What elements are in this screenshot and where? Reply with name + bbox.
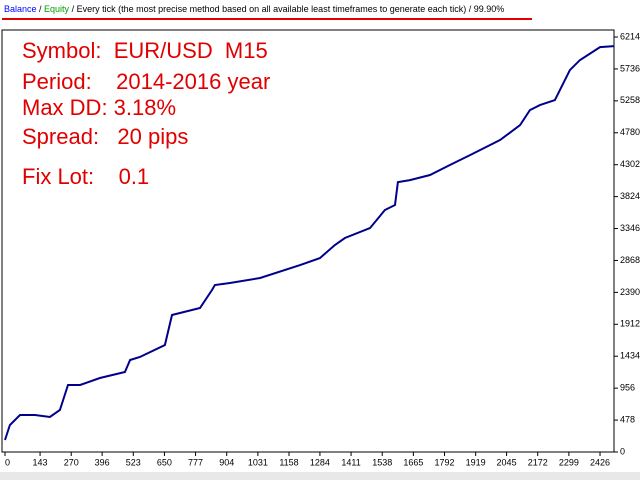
- header: Balance / Equity / Every tick (the most …: [4, 4, 504, 14]
- x-tick-label: 650: [157, 457, 172, 467]
- y-tick-label: 478: [620, 414, 635, 424]
- annotation: Spread: 20 pips: [22, 124, 188, 149]
- y-tick-label: 3824: [620, 191, 640, 201]
- header-part: /: [37, 4, 45, 14]
- x-tick-label: 1792: [435, 457, 455, 467]
- header-part: / Every tick (the most precise method ba…: [69, 4, 504, 14]
- annotation: Period: 2014-2016 year: [22, 69, 270, 94]
- header-part: Balance: [4, 4, 37, 14]
- annotation: Fix Lot: 0.1: [22, 164, 149, 189]
- y-tick-label: 5258: [620, 95, 640, 105]
- y-tick-label: 4780: [620, 127, 640, 137]
- x-tick-label: 1665: [403, 457, 423, 467]
- x-tick-label: 1919: [466, 457, 486, 467]
- x-tick-label: 270: [64, 457, 79, 467]
- x-tick-label: 2426: [590, 457, 610, 467]
- y-tick-label: 2390: [620, 287, 640, 297]
- x-tick-label: 777: [188, 457, 203, 467]
- x-tick-label: 1284: [310, 457, 330, 467]
- header-part: Equity: [44, 4, 70, 14]
- balance-line: [4, 45, 615, 441]
- x-tick-label: 1158: [279, 457, 298, 467]
- y-tick-label: 6214: [620, 31, 640, 41]
- x-tick-label: 523: [126, 457, 141, 467]
- y-tick-label: 2868: [620, 255, 640, 265]
- x-tick-label: 143: [33, 457, 48, 467]
- x-tick-label: 2045: [497, 457, 517, 467]
- tab-strip: [0, 472, 640, 480]
- y-tick-label: 1912: [620, 319, 640, 329]
- y-tick-label: 4302: [620, 159, 640, 169]
- x-tick-label: 0: [5, 457, 10, 467]
- y-tick-label: 5736: [620, 63, 640, 73]
- y-tick-label: 3346: [620, 223, 640, 233]
- x-tick-label: 1538: [372, 457, 392, 467]
- x-tick-label: 904: [219, 457, 234, 467]
- x-tick-label: 396: [95, 457, 110, 467]
- x-tick-label: 1031: [248, 457, 268, 467]
- y-tick-label: 1434: [620, 351, 640, 361]
- annotation: Max DD: 3.18%: [22, 95, 176, 120]
- x-tick-label: 2172: [528, 457, 548, 467]
- plot-frame: [1, 29, 615, 453]
- annotation: Symbol: EUR/USD M15: [22, 38, 268, 63]
- y-tick-label: 956: [620, 383, 635, 393]
- y-tick-label: 0: [620, 446, 625, 456]
- x-tick-label: 2299: [559, 457, 579, 467]
- x-tick-label: 1411: [341, 457, 360, 467]
